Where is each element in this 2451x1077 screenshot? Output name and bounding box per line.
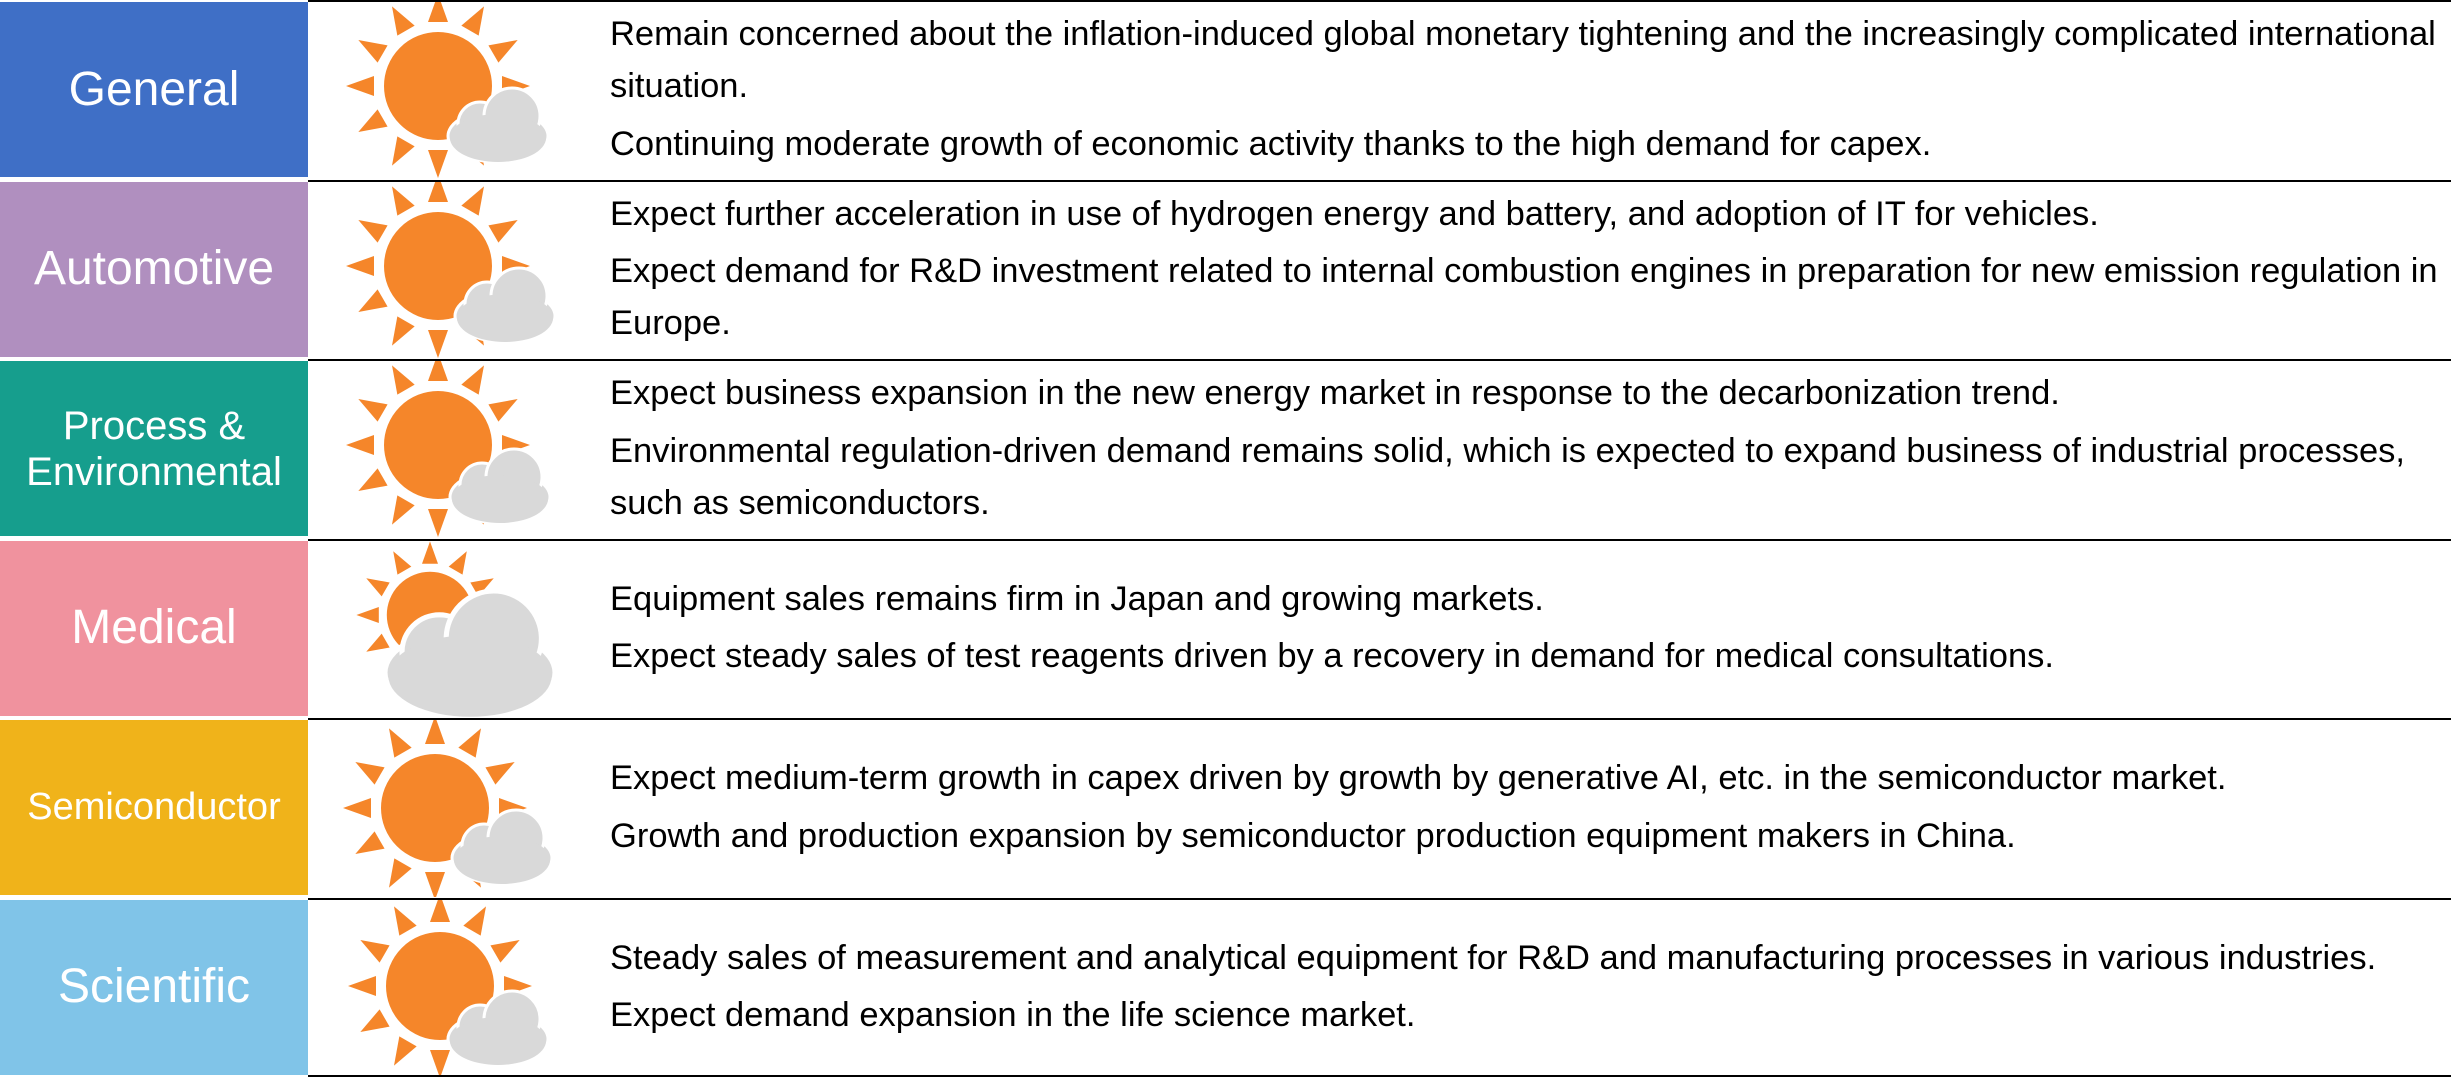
item: Expect demand for R&D investment related…	[610, 252, 2438, 343]
item: Expect demand expansion in the life scie…	[610, 996, 1416, 1035]
item: Expect further acceleration in use of hy…	[610, 194, 2099, 233]
item: Equipment sales remains firm in Japan an…	[610, 579, 1544, 618]
item: Continuing moderate growth of economic a…	[610, 124, 1932, 163]
row-text: Remain concerned about the inflation-ind…	[610, 0, 2448, 180]
separator	[308, 359, 2451, 361]
item: Environmental regulation-driven demand r…	[610, 431, 2405, 522]
weather-icon	[344, 359, 552, 538]
item: Growth and production expansion by semic…	[610, 816, 2016, 855]
separator	[308, 538, 2451, 541]
row-text: Expect further acceleration in use of hy…	[610, 180, 2448, 360]
row-text: Equipment sales remains firm in Japan an…	[610, 539, 2448, 719]
row-text: Expect medium-term growth in capex drive…	[610, 718, 2448, 898]
separator	[308, 718, 2451, 720]
separator	[308, 0, 2451, 2]
row-label: Scientific	[0, 899, 308, 1075]
weather-icon	[341, 718, 554, 897]
item: Remain concerned about the inflation-ind…	[610, 15, 2436, 105]
weather-icon	[344, 179, 557, 359]
item: Expect medium-term growth in capex drive…	[610, 759, 2227, 797]
row: Process & Environmental Expect business …	[0, 359, 2451, 539]
row: General Remain concerned about the infla…	[0, 0, 2451, 180]
separator	[308, 897, 2451, 900]
weather-icon	[354, 539, 590, 718]
item: Steady sales of measurement and analytic…	[610, 938, 2377, 977]
row-label: Process & Environmental	[0, 361, 308, 536]
row-label: Medical	[0, 540, 308, 716]
weather-icon	[346, 897, 550, 1077]
item: Expect steady sales of test reagents dri…	[610, 637, 2054, 676]
row: Medical Equipment sales remains firm in …	[0, 538, 2451, 719]
row-text: Steady sales of measurement and analytic…	[610, 898, 2448, 1077]
weather-icon	[344, 0, 550, 179]
row-label: General	[0, 2, 308, 177]
separator	[308, 1075, 2451, 1077]
row-label: Semiconductor	[0, 720, 308, 895]
separator	[308, 179, 2451, 182]
row: Automotive Expect further acceleration i…	[0, 179, 2451, 360]
item: Expect business expansion in the new ene…	[610, 374, 2060, 413]
row: Scientific Steady sales of measurement a…	[0, 897, 2451, 1077]
row-label: Automotive	[0, 181, 308, 357]
row: Semiconductor Expect medium-term growth …	[0, 718, 2451, 898]
row-text: Expect business expansion in the new ene…	[610, 359, 2448, 539]
